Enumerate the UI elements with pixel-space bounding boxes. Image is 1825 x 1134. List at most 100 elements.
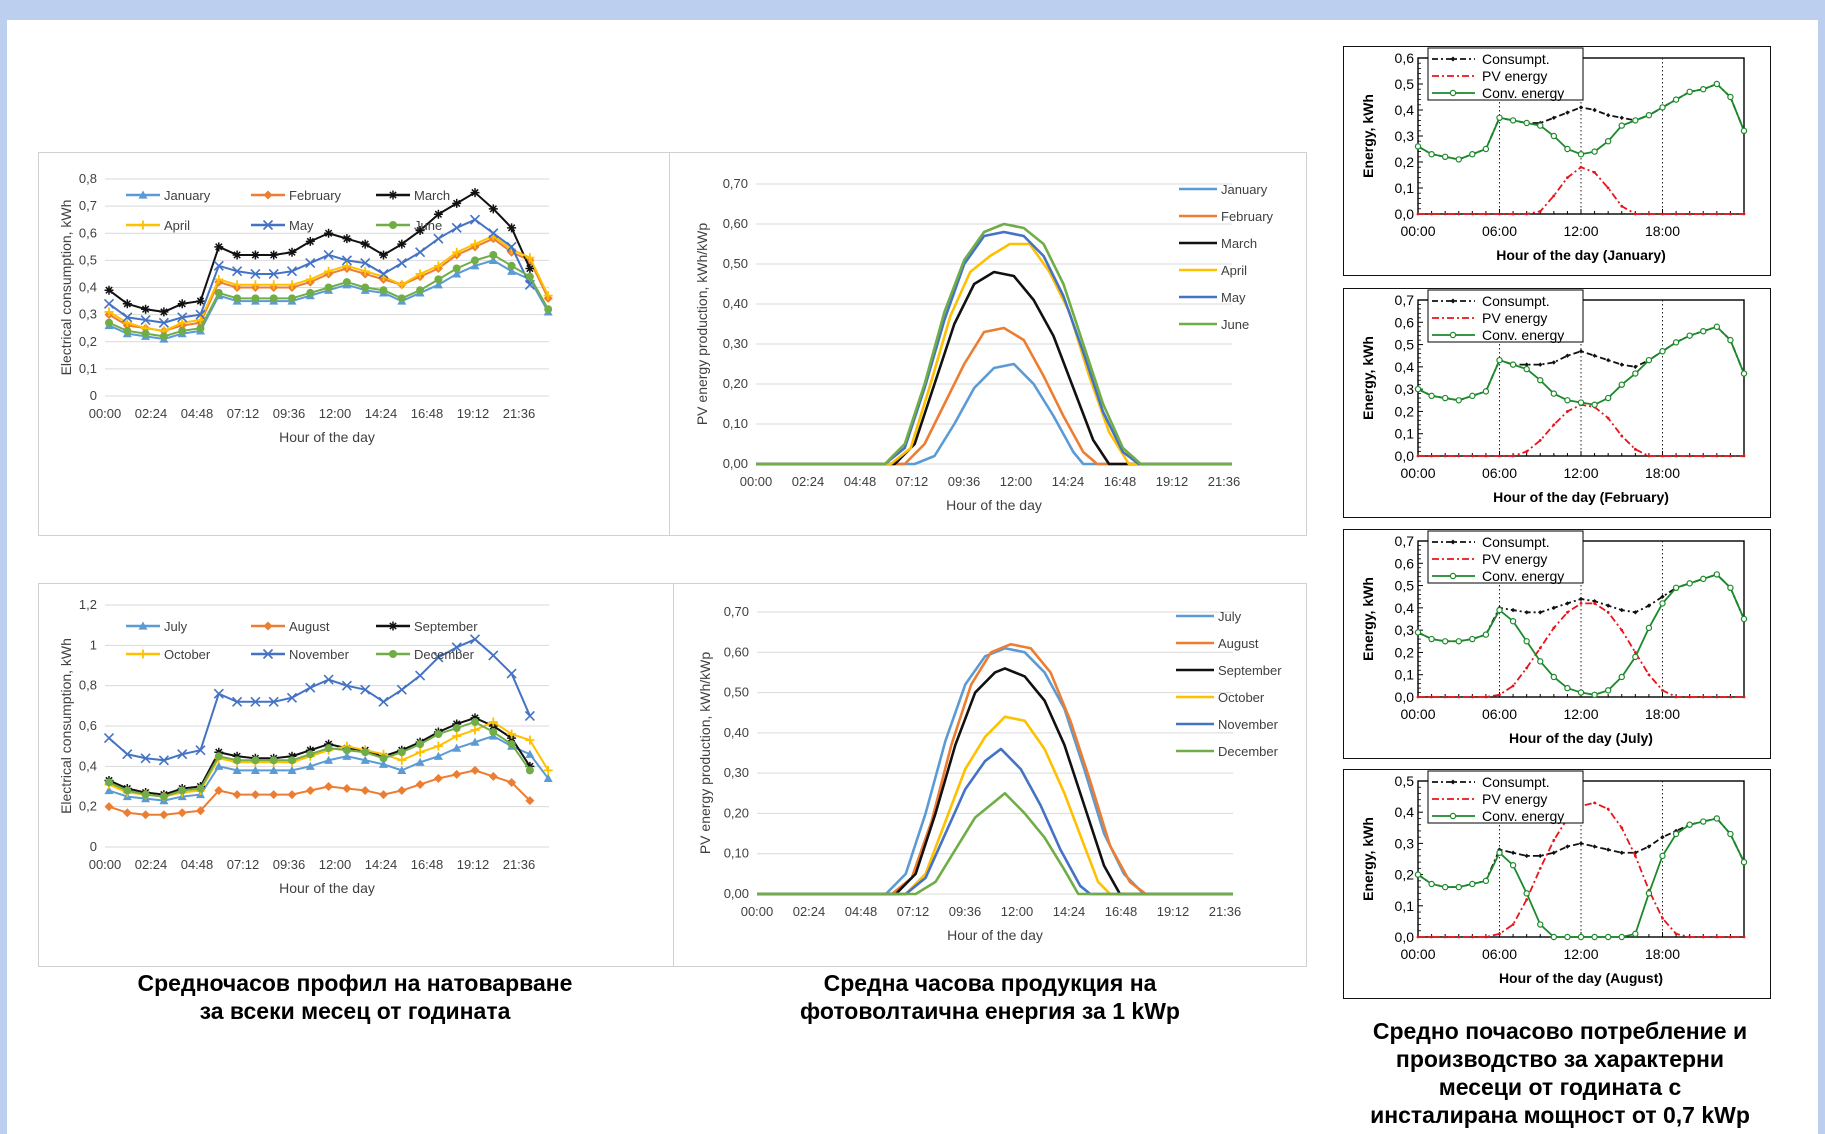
series-conv-energy [1414,571,1748,698]
data-point-september [324,739,334,749]
data-point-december [178,786,187,795]
legend-label: Consumpt. [1482,51,1550,67]
data-point-may [341,255,352,266]
data-point-november [177,749,188,760]
legend-marker-consumpt [1450,56,1456,62]
data-point-april [232,280,242,290]
y-axis-label: Energy, kWh [1360,336,1376,420]
data-point-march [360,239,370,249]
data-point-march [250,250,260,260]
data-point-conv-energy [1727,93,1734,101]
data-point-may [396,258,407,269]
legend-label: May [1221,290,1246,305]
x-tick-label: 18:00 [1645,223,1680,239]
data-point-consumpt [1538,362,1543,367]
data-point-december [379,754,388,763]
data-point-pv-energy [1511,684,1515,688]
legend-label: PV energy [1482,791,1547,807]
data-point-pv-energy [1661,688,1664,692]
legend-label: August [1218,636,1259,651]
y-tick-label: 0,7 [79,198,97,213]
data-point-april [360,266,370,276]
data-point-december [452,724,461,733]
data-point-pv-energy [1701,454,1705,458]
data-point-conv-energy [1455,883,1462,891]
data-point-november [286,692,298,703]
series-line-april [108,234,550,332]
data-point-november [396,684,407,695]
data-point-conv-energy [1740,615,1748,623]
data-point-conv-energy [1537,377,1544,384]
data-point-conv-energy [1482,145,1490,153]
data-point-december [251,756,260,765]
data-point-conv-energy [1713,571,1721,578]
data-point-may [469,214,481,225]
legend-label: August [289,619,330,634]
data-point-april [250,280,260,290]
x-tick-label: 07:12 [227,857,260,872]
data-point-conv-energy [1428,880,1435,888]
y-tick-label: 0,5 [79,252,97,267]
data-point-pv-energy [1566,176,1569,180]
data-point-conv-energy [1713,815,1721,822]
data-point-conv-energy [1632,370,1639,377]
data-point-pv-energy [1443,695,1447,699]
legend-label: April [1221,263,1247,278]
legend-item-april: April [126,218,190,233]
data-point-conv-energy [1469,880,1476,888]
legend-marker-may [262,219,274,231]
caption-consumption-line-2: за всеки месец от годината [199,998,511,1024]
data-point-january [433,280,443,289]
data-point-november [415,670,426,681]
y-tick-label: 0,00 [724,886,749,901]
x-tick-label: 14:24 [365,857,398,872]
legend-label: July [164,619,188,634]
data-point-pv-energy [1498,932,1501,936]
x-tick-label: 00:00 [89,406,122,421]
legend-item-october: October [1176,690,1265,705]
series-conv-energy [1414,80,1748,163]
data-point-march [452,198,462,208]
data-point-conv-energy [1686,88,1693,96]
data-point-conv-energy [1727,584,1734,592]
data-point-september [470,713,480,723]
y-axis-label: Energy, kWh [1360,94,1376,178]
y-axis-label: PV energy production, kWh/kWp [697,652,713,855]
series-line-september [108,716,531,796]
data-point-pv-energy [1606,610,1610,614]
data-point-conv-energy [1672,830,1680,838]
data-point-march [525,264,535,274]
y-tick-label: 0,0 [1395,448,1415,464]
data-point-october [507,729,517,739]
y-tick-label: 0,4 [79,280,97,295]
data-point-consumpt [1619,362,1624,367]
data-point-pv-energy [1729,935,1732,939]
series-february [756,326,1232,466]
data-point-pv-energy [1674,454,1678,458]
legend-item-may: May [1179,290,1246,305]
data-point-conv-energy [1523,365,1530,373]
data-point-conv-energy [1645,111,1653,119]
data-point-september [452,719,462,729]
x-tick-label: 07:12 [896,474,929,489]
data-point-september [287,751,297,761]
data-point-conv-energy [1727,336,1734,344]
data-point-pv-energy [1511,212,1515,216]
legend-item-june: June [1179,317,1249,332]
data-point-conv-energy [1414,629,1422,636]
x-tick-label: 00:00 [1400,946,1435,962]
data-point-conv-energy [1659,104,1666,111]
data-point-december [233,756,242,765]
data-point-june [178,326,187,335]
data-point-conv-energy [1700,575,1707,583]
data-point-conv-energy [1537,658,1544,665]
data-point-pv-energy [1511,923,1515,926]
data-point-conv-energy [1672,96,1680,103]
caption-balance-line-4: инсталирана мощност от 0,7 kWp [1370,1102,1750,1128]
data-point-june [544,305,553,314]
data-point-may [488,228,499,239]
data-point-conv-energy [1482,877,1490,885]
data-point-april [433,261,443,271]
data-point-may [378,268,389,280]
data-point-pv-energy [1538,866,1542,870]
